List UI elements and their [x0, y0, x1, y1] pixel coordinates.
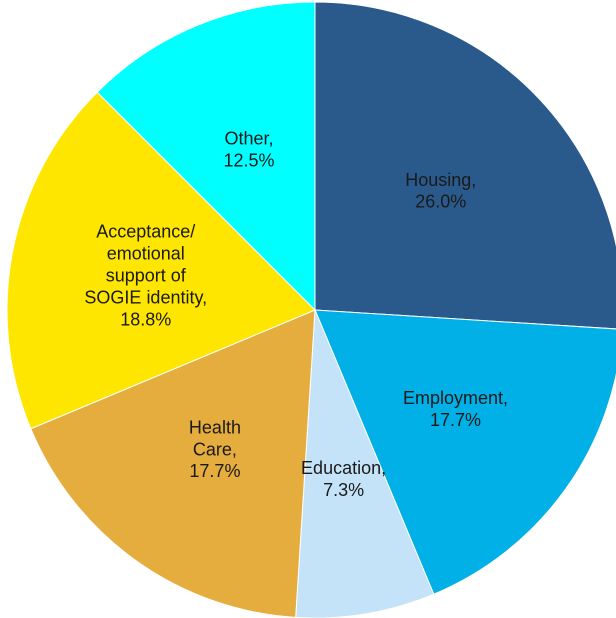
pie-slice: [6, 91, 316, 430]
slice-value-label: 7.3%: [323, 480, 364, 500]
slice-label-line: support of: [106, 265, 187, 285]
slice-label: Acceptance/emotional support of SOGIE iden…: [84, 221, 207, 307]
slice-label-line: SOGIE identity,: [84, 287, 207, 307]
slice-value-label: 17.7%: [430, 410, 481, 430]
pie-slice: [314, 1, 616, 330]
slice-label-line: Care,: [193, 439, 237, 459]
slice-label: Housing,: [405, 170, 476, 190]
slice-label: Employment,: [403, 388, 508, 408]
slice-label: Education,: [301, 458, 386, 478]
slice-label-line: Education,: [301, 458, 386, 478]
slice-label-line: Other,: [224, 128, 273, 148]
pie-slice: [314, 309, 616, 595]
slice-label-line: Employment,: [403, 388, 508, 408]
slice-label-line: Acceptance/: [96, 221, 195, 241]
slice-label: Health Care,: [189, 417, 241, 459]
slice-label: Other,: [224, 128, 273, 148]
slice-label-line: emotional: [107, 243, 185, 263]
slice-label-line: Housing,: [405, 170, 476, 190]
slice-value-label: 26.0%: [415, 192, 466, 212]
slice-value-label: 18.8%: [120, 309, 171, 329]
slice-value-label: 12.5%: [223, 150, 274, 170]
slice-value-label: 17.7%: [189, 461, 240, 481]
pie-slice: [96, 1, 316, 312]
pie-slice: [30, 309, 316, 618]
slice-label-line: Health: [189, 417, 241, 437]
